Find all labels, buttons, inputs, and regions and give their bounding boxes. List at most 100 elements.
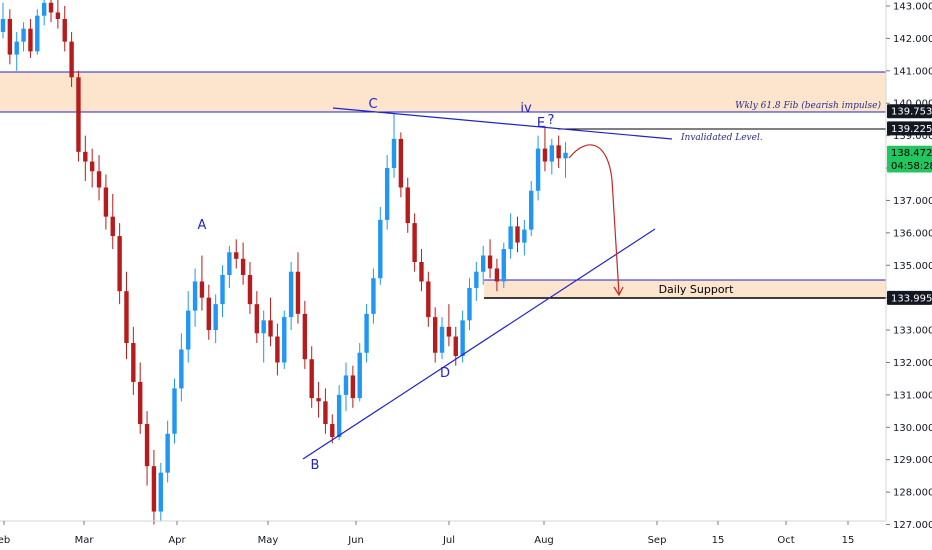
drawings: A B C D E ? iv Invalidated Level.: [198, 97, 763, 473]
candle: [371, 268, 376, 324]
candle: [398, 132, 404, 198]
candle: [535, 135, 541, 201]
candle: [405, 177, 410, 233]
candle: [419, 249, 424, 292]
candle: [124, 271, 129, 360]
time-axis-tick-label: May: [258, 535, 279, 546]
wave-label-iv: iv: [520, 101, 532, 116]
candle: [391, 112, 397, 178]
candle: [138, 362, 143, 434]
candle: [261, 310, 266, 363]
time-axis-tick-label: eb: [0, 535, 10, 546]
candle: [515, 216, 520, 253]
candle: [213, 294, 218, 344]
price-axis-tick-label: 140.000: [893, 99, 932, 110]
candle: [69, 31, 74, 88]
candle: [384, 155, 390, 230]
time-axis[interactable]: eb Mar Apr May Jun Jul Aug Sep 15 Oct 15: [0, 520, 886, 546]
candle: [474, 262, 479, 301]
candle: [556, 135, 561, 169]
candle: [48, 0, 54, 23]
time-axis-tick-label: Aug: [534, 535, 554, 546]
candle: [275, 323, 280, 376]
candle: [172, 378, 177, 444]
time-axis-tick-label: Jun: [347, 535, 364, 546]
price-axis-tick-label: 129.000: [893, 455, 932, 466]
svg-text:133.995: 133.995: [891, 293, 932, 304]
price-tag: 139.225: [887, 121, 932, 136]
price-axis-tick-label: 143.000: [893, 2, 932, 13]
candle: [96, 155, 102, 201]
time-axis-tick-label: Apr: [168, 535, 186, 546]
candle: [0, 2, 6, 39]
candle: [487, 239, 493, 279]
candle: [227, 245, 232, 288]
price-axis-tick-label: 130.000: [893, 423, 932, 434]
candle: [295, 252, 301, 324]
candle: [158, 462, 163, 522]
candle: [350, 365, 356, 408]
candle: [432, 307, 438, 363]
candle: [357, 343, 362, 402]
candles: [0, 0, 568, 525]
candle: [316, 381, 321, 418]
svg-text:138.472: 138.472: [891, 148, 932, 159]
candle: [378, 206, 383, 285]
time-axis-tick-label: Mar: [75, 535, 95, 546]
wave-label-c: C: [368, 97, 377, 112]
price-axis-background: [886, 0, 932, 550]
candle: [501, 242, 506, 288]
time-axis-tick-label: Sep: [648, 535, 667, 546]
candle: [144, 411, 150, 486]
wave-label-b: B: [311, 458, 320, 473]
candle: [563, 142, 568, 178]
candle: [234, 239, 239, 269]
candle: [529, 180, 534, 237]
svg-text:139.753: 139.753: [891, 107, 932, 118]
candle: [467, 278, 472, 331]
candle: [89, 148, 95, 188]
candle: [268, 297, 273, 347]
candle: [323, 388, 328, 434]
price-tag: 133.995: [887, 290, 932, 305]
candle: [412, 213, 417, 272]
price-tag: 138.472: [887, 145, 932, 160]
support-zone-label: Daily Support: [659, 283, 735, 296]
price-axis[interactable]: 143.000142.000141.000140.000139.000138.0…: [885, 0, 932, 550]
candle: [254, 291, 260, 344]
candle: [247, 262, 253, 314]
time-axis-tick-label: Jul: [442, 535, 455, 546]
candle: [206, 284, 211, 340]
fib-zone-label: Wkly 61.8 Fib (bearish impulse): [735, 100, 881, 111]
candle: [117, 223, 122, 305]
candle: [7, 9, 13, 65]
candle: [220, 265, 225, 318]
candle: [549, 138, 554, 175]
candle: [446, 304, 452, 347]
invalidated-level-note: Invalidated Level.: [680, 133, 763, 143]
candle: [83, 135, 88, 181]
candle: [199, 255, 205, 311]
candle: [186, 291, 191, 363]
candle: [41, 0, 47, 26]
candle: [103, 174, 109, 230]
price-axis-tick-label: 131.000: [893, 390, 932, 401]
time-axis-tick-label: Oct: [777, 535, 794, 546]
candle: [240, 242, 246, 285]
candle: [28, 18, 33, 58]
candle: [165, 420, 170, 483]
candle: [481, 245, 486, 285]
candle: [282, 310, 287, 369]
price-tag: 04:58:28: [887, 158, 932, 173]
price-axis-tick-label: 127.000: [893, 520, 932, 531]
candle: [364, 304, 369, 363]
candle: [110, 193, 115, 250]
price-axis-tick-label: 133.000: [893, 326, 932, 337]
candle: [522, 219, 527, 256]
candle: [343, 362, 349, 412]
wave-label-e: E: [537, 116, 545, 131]
candle: [439, 317, 445, 360]
price-axis-tick-label: 142.000: [893, 34, 932, 45]
candle: [494, 258, 500, 292]
